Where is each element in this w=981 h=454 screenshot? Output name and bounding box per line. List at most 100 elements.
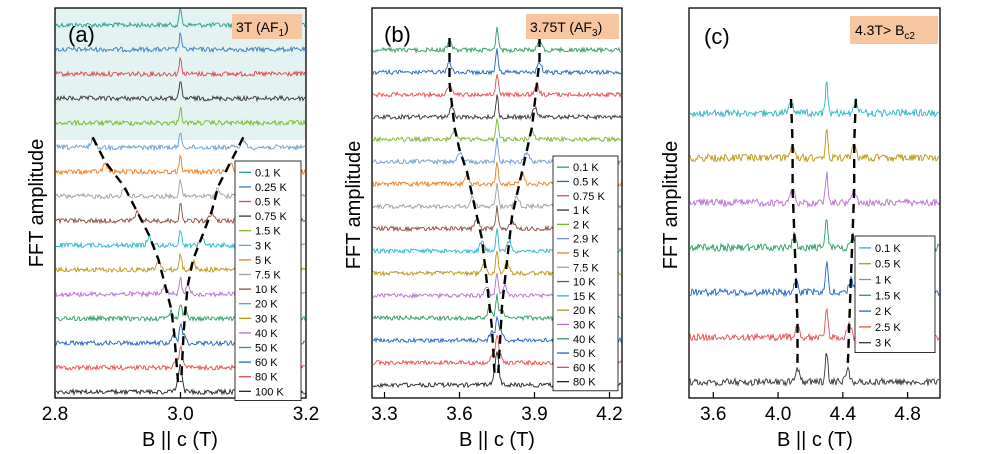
panel-b-ylabel: FFT amplitude [343, 141, 365, 270]
panel-a-field-box [232, 14, 302, 39]
panel-b-frame [371, 7, 623, 399]
legend-label: 2 K [573, 219, 590, 231]
right-peak-guide [497, 38, 541, 374]
legend-label: 80 K [573, 377, 596, 389]
right-peak-guide [179, 136, 245, 383]
left-peak-guide [448, 38, 496, 374]
x-tick-label: 4.4 [830, 404, 857, 425]
legend-label: 0.1 K [255, 167, 281, 179]
panel-a: 2.8 3.0 3.2 (a) 3T (AF1) 0.1 K0.25 K0.5 K0… [26, 7, 319, 451]
legend-label: 0.5 K [875, 259, 901, 271]
legend-label: 10 K [573, 277, 596, 289]
x-tick-label: 3.6 [446, 404, 472, 425]
panel-c: 3.6 4.0 4.4 4.8 (c) 4.3T> Bc2 0.1 K 0.5 K 1 K… [660, 7, 941, 451]
panel-b-guides [448, 38, 541, 374]
panel-c-field-label: 4.3T> Bc2 [855, 22, 915, 42]
legend-label: 50 K [573, 348, 596, 360]
panel-c-ylabel: FFT amplitude [660, 141, 682, 270]
trace-2-K [372, 118, 622, 144]
panel-b-field-box [526, 14, 619, 39]
panel-b-letter: (b) [384, 22, 411, 47]
panel-a-guides [91, 136, 245, 383]
panel-c-frame [688, 7, 941, 399]
trace-0-5-K [55, 57, 306, 78]
legend-label: 10 K [255, 284, 278, 296]
x-tick-label: 3.0 [167, 404, 193, 425]
trace-0-5-K [372, 48, 622, 76]
legend-label: 7.5 K [255, 270, 281, 282]
legend-label: 5 K [573, 248, 590, 260]
x-tick-label: 3.9 [521, 404, 547, 425]
legend-label: 0.1 K [875, 243, 901, 255]
legend-label: 60 K [573, 362, 596, 374]
panel-b: 3.3 3.6 3.9 4.2 (b) 3.75T (AF3) 0.1 K0.5 K0… [343, 7, 623, 451]
trace-1-K [372, 94, 622, 121]
trace-1-K [689, 171, 940, 208]
x-tick-label: 3.6 [700, 404, 726, 425]
legend-label: 0.5 K [255, 197, 281, 209]
trace-3-K [55, 132, 306, 152]
legend-label: 2.9 K [573, 234, 599, 246]
legend-label: 50 K [255, 343, 278, 355]
panel-a-xlabel: B || c (T) [142, 429, 218, 451]
x-tick-label: 2.8 [42, 404, 68, 425]
panel-b-field-label: 3.75T (AF3) [530, 19, 602, 39]
legend-label: 0.75 K [255, 211, 287, 223]
left-peak-guide [91, 136, 180, 383]
legend-box [234, 160, 302, 402]
panel-a-ticks: 2.8 3.0 3.2 [42, 392, 319, 425]
legend-label: 0.5 K [573, 176, 599, 188]
panel-c-field-box [850, 16, 938, 44]
legend-label: 20 K [573, 305, 596, 317]
panel-b-xlabel: B || c (T) [459, 429, 535, 451]
legend-label: 3 K [875, 338, 892, 350]
legend-label: 2.5 K [875, 322, 901, 334]
panel-a-legend: 0.1 K 0.25 K 0.5 K 0.75 K 1.5 K 3 K 5 K 7.5 K 10… [234, 160, 302, 402]
panel-c-legend: 0.1 K 0.5 K 1 K 1.5 K 2 K 2.5 K 3 K [854, 235, 936, 353]
legend-label: 1.5 K [255, 226, 281, 238]
x-tick-label: 4.0 [765, 404, 791, 425]
trace-0-75-K [372, 74, 622, 99]
trace-0-1-K [372, 26, 622, 54]
panel-b-ticks: 3.3 3.6 3.9 4.2 [371, 392, 623, 425]
panel-a-ylabel: FFT amplitude [26, 139, 48, 268]
panel-a-letter: (a) [68, 22, 95, 47]
legend-label: 0.25 K [255, 182, 287, 194]
panel-c-xlabel: B || c (T) [777, 429, 853, 451]
legend-label: 40 K [573, 334, 596, 346]
trace-0-25-K [55, 32, 306, 54]
x-tick-label: 3.3 [371, 404, 397, 425]
legend-label: 2 K [875, 306, 892, 318]
legend-label: 15 K [573, 291, 596, 303]
trace-0-5-K [689, 128, 940, 163]
legend-box [854, 235, 936, 353]
legend-label: 60 K [255, 357, 278, 369]
legend-label: 3 K [255, 240, 272, 252]
panel-c-letter: (c) [704, 24, 730, 49]
x-tick-label: 3.2 [293, 404, 319, 425]
legend-label: 30 K [255, 313, 278, 325]
legend-label: 20 K [255, 299, 278, 311]
legend-label: 0.75 K [573, 191, 605, 203]
legend-label: 80 K [255, 372, 278, 384]
panel-b-legend: 0.1 K 0.5 K 0.75 K 1 K 2 K 2.9 K 5 K 7.5 K 10 K 1… [552, 155, 619, 392]
x-tick-label: 4.2 [596, 404, 622, 425]
legend-label: 1 K [875, 275, 892, 287]
trace-0-75-K [55, 81, 306, 103]
legend-label: 1 K [573, 205, 590, 217]
legend-label: 1.5 K [875, 290, 901, 302]
legend-label: 7.5 K [573, 262, 599, 274]
panel-a-field-label: 3T (AF1) [236, 19, 289, 39]
x-tick-label: 4.8 [894, 404, 920, 425]
panel-c-ticks: 3.6 4.0 4.4 4.8 [700, 392, 921, 425]
trace-1-5-K [55, 106, 306, 127]
trace-3-K [689, 352, 939, 387]
panel-c-guides [789, 98, 857, 369]
legend-label: 100 K [255, 386, 284, 398]
legend-label: 40 K [255, 328, 278, 340]
legend-label: 0.1 K [573, 162, 599, 174]
legend-label: 30 K [573, 319, 596, 331]
right-peak-guide [846, 98, 857, 369]
legend-label: 5 K [255, 255, 272, 267]
